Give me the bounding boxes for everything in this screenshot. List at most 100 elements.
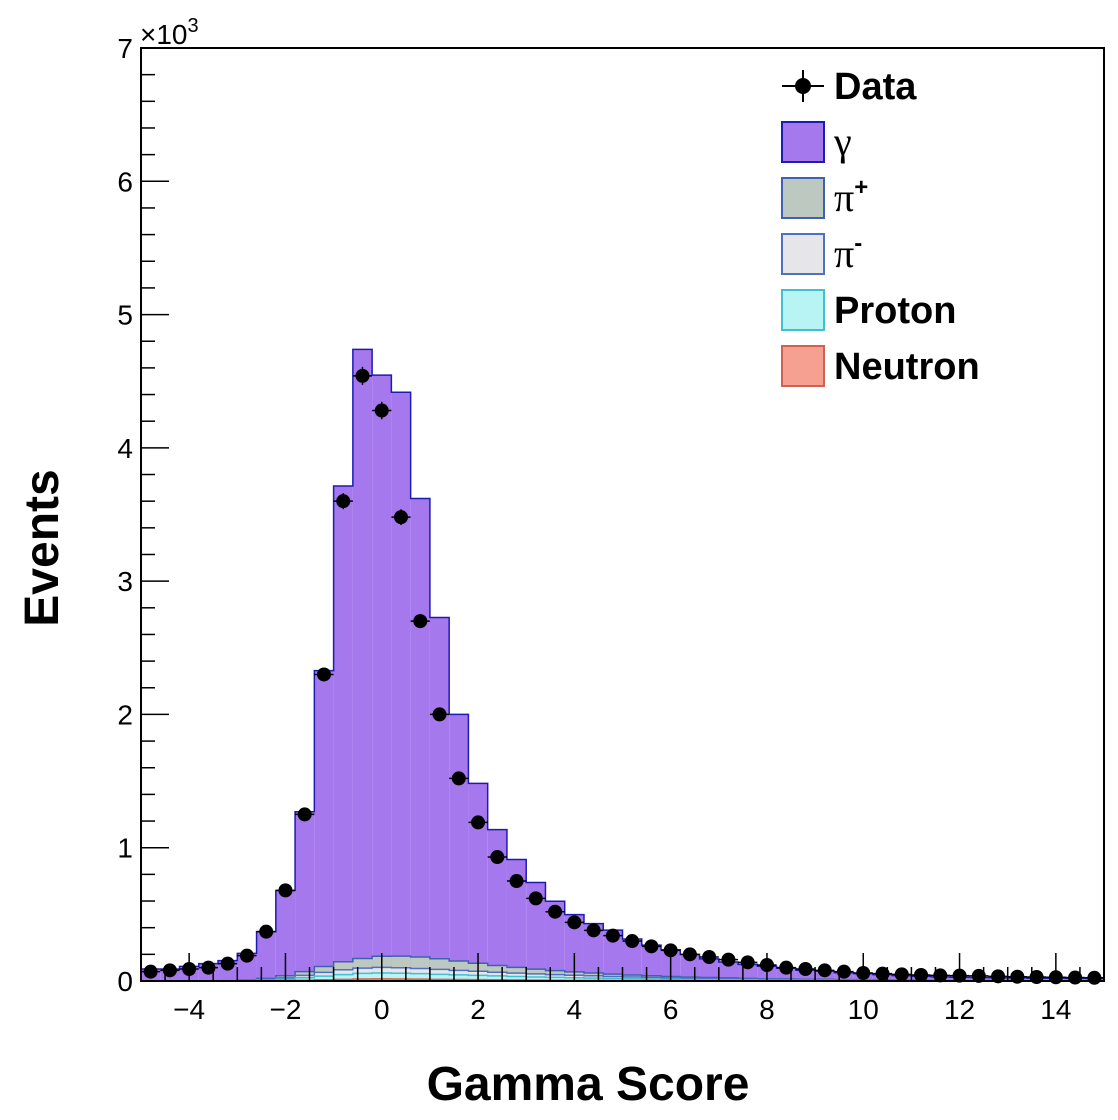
bar bbox=[699, 958, 719, 981]
bar bbox=[410, 973, 430, 981]
legend-entry: Data bbox=[782, 66, 917, 108]
bar bbox=[314, 670, 334, 981]
bar bbox=[603, 930, 623, 981]
data-point bbox=[218, 956, 238, 971]
bar bbox=[429, 617, 450, 981]
x-tick-label: −4 bbox=[173, 994, 205, 1025]
y-tick-label: 7 bbox=[117, 33, 133, 64]
data-point bbox=[738, 955, 758, 970]
y-tick-label: 2 bbox=[117, 699, 133, 730]
data-point bbox=[872, 966, 893, 981]
data-point bbox=[295, 807, 315, 822]
legend-entry: Proton bbox=[781, 289, 956, 332]
data-point bbox=[468, 815, 488, 830]
data-point bbox=[930, 968, 950, 983]
data-point bbox=[776, 960, 796, 975]
data-point bbox=[622, 934, 642, 949]
data-point bbox=[718, 952, 739, 967]
bar bbox=[314, 976, 334, 981]
bar bbox=[295, 811, 315, 981]
bar bbox=[333, 974, 353, 981]
data-point bbox=[410, 614, 430, 629]
bar bbox=[506, 859, 527, 981]
data-point bbox=[372, 401, 392, 420]
data-point bbox=[911, 968, 931, 983]
data-points bbox=[141, 366, 1104, 985]
x-tick-labels: −4 −2 0 2 4 6 8 10 12 14 bbox=[173, 994, 1071, 1025]
data-point bbox=[429, 707, 450, 722]
data-point bbox=[583, 923, 604, 938]
y-tick-labels: 0 1 2 3 4 5 6 7 bbox=[117, 33, 133, 997]
data-point bbox=[603, 928, 623, 943]
data-point bbox=[237, 948, 257, 963]
legend-entry: Neutron bbox=[781, 345, 980, 388]
data-point bbox=[314, 667, 334, 682]
data-point bbox=[141, 964, 161, 979]
legend-entry: γ bbox=[781, 119, 852, 164]
bar bbox=[622, 939, 642, 981]
legend-label: Data bbox=[834, 66, 917, 108]
bar bbox=[256, 931, 276, 981]
bar bbox=[526, 882, 546, 981]
data-point bbox=[988, 969, 1008, 984]
x-tick-label: 14 bbox=[1040, 994, 1071, 1025]
bar bbox=[449, 974, 469, 981]
bar bbox=[487, 829, 507, 981]
plot-frame bbox=[140, 47, 1105, 982]
x-tick-label: 0 bbox=[374, 994, 390, 1025]
data-point bbox=[1084, 970, 1104, 985]
data-point bbox=[641, 939, 662, 954]
y-tick-label: 1 bbox=[117, 833, 133, 864]
legend-label: γ bbox=[833, 119, 852, 164]
legend-entry: π- bbox=[781, 230, 862, 276]
legend-swatch bbox=[781, 289, 825, 331]
x-tick-label: 8 bbox=[759, 994, 775, 1025]
y-tick-label: 0 bbox=[117, 966, 133, 997]
legend-swatch bbox=[781, 233, 825, 275]
legend-label: Proton bbox=[834, 290, 956, 332]
bar bbox=[583, 978, 604, 981]
data-point bbox=[391, 509, 411, 526]
x-tick-label: 12 bbox=[944, 994, 975, 1025]
legend-marker bbox=[795, 78, 811, 94]
bar bbox=[275, 890, 296, 981]
y-tick-label: 6 bbox=[117, 166, 133, 197]
data-point bbox=[526, 891, 546, 906]
legend-entry: π+ bbox=[781, 174, 868, 220]
x-tick-label: 4 bbox=[567, 994, 583, 1025]
data-point bbox=[795, 962, 816, 977]
bar bbox=[449, 714, 469, 981]
bar bbox=[410, 498, 430, 981]
data-point bbox=[256, 924, 276, 939]
data-point bbox=[680, 947, 700, 962]
data-point bbox=[969, 968, 989, 983]
data-point bbox=[506, 874, 527, 889]
data-point bbox=[160, 963, 180, 978]
data-point bbox=[198, 960, 219, 975]
y-multiplier: ×103 bbox=[140, 15, 199, 50]
legend-swatch bbox=[781, 345, 825, 387]
bar bbox=[506, 976, 527, 981]
bar bbox=[391, 392, 411, 982]
legend-label: π- bbox=[834, 230, 862, 276]
bar bbox=[468, 783, 488, 981]
bar bbox=[583, 923, 604, 981]
x-axis-title: Gamma Score bbox=[427, 1058, 750, 1111]
data-point bbox=[352, 366, 373, 385]
bar bbox=[564, 914, 584, 981]
data-point bbox=[815, 963, 835, 978]
data-point bbox=[564, 915, 584, 930]
legend: Data γ π+ π- Proton Neutron bbox=[781, 66, 980, 388]
bar bbox=[718, 961, 739, 981]
data-point bbox=[487, 850, 507, 865]
y-tick-label: 4 bbox=[117, 433, 133, 464]
legend-label: π+ bbox=[834, 174, 868, 220]
x-tick-label: 6 bbox=[663, 994, 679, 1025]
data-point bbox=[834, 964, 854, 979]
bar bbox=[352, 349, 373, 981]
legend-swatch bbox=[781, 177, 825, 219]
bar bbox=[372, 375, 392, 981]
data-point bbox=[1065, 970, 1085, 985]
bar bbox=[295, 977, 315, 981]
